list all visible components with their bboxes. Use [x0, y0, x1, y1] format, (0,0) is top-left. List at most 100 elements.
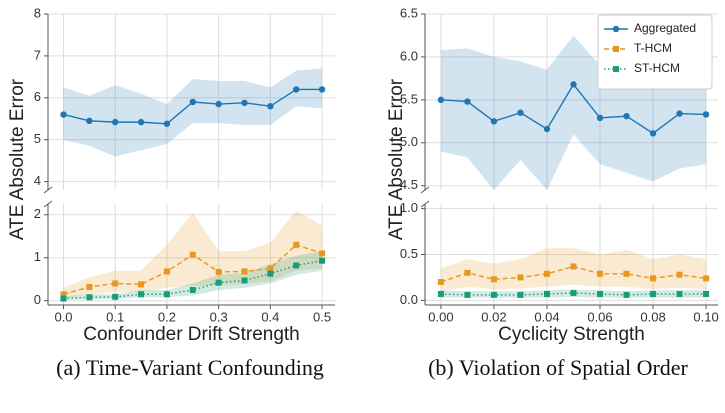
marker — [267, 265, 274, 272]
axis-break — [43, 200, 53, 208]
marker — [490, 118, 498, 125]
x-tick-label: 0.04 — [534, 309, 559, 324]
y-tick-label: 0.5 — [400, 246, 418, 261]
error-band — [440, 248, 707, 292]
marker — [163, 268, 170, 275]
marker — [241, 268, 248, 275]
y-tick-label: 5 — [34, 131, 41, 146]
marker — [189, 286, 196, 293]
y-tick-label: 7 — [34, 47, 41, 62]
y-tick-label: 2 — [34, 206, 41, 221]
marker — [597, 290, 604, 297]
y-axis-label: ATE Absolute Error — [7, 78, 28, 240]
marker — [112, 280, 119, 287]
marker — [597, 270, 604, 277]
axis-break — [420, 186, 430, 194]
legend-label: ST-HCM — [634, 61, 680, 75]
marker — [267, 102, 274, 110]
x-tick-label: 0.10 — [693, 309, 718, 324]
marker — [189, 251, 196, 258]
x-tick-label: 0.0 — [54, 309, 72, 324]
x-axis-label: Cyclicity Strength — [498, 324, 645, 345]
marker — [464, 269, 471, 276]
marker — [60, 291, 67, 298]
y-tick-label: 1.0 — [400, 200, 418, 215]
marker — [543, 270, 550, 277]
marker — [517, 291, 524, 298]
marker — [490, 276, 497, 283]
marker — [267, 270, 274, 277]
marker — [703, 290, 710, 297]
marker — [437, 290, 444, 297]
plot-area — [60, 210, 326, 302]
marker — [112, 118, 119, 126]
marker — [543, 125, 551, 133]
y-tick-label: 0 — [34, 292, 41, 307]
x-tick-label: 0.08 — [640, 309, 665, 324]
marker — [676, 290, 683, 297]
marker — [215, 100, 222, 108]
marker — [86, 117, 93, 125]
marker — [437, 279, 444, 286]
x-tick-label: 0.1 — [106, 309, 124, 324]
y-tick-label: 6.0 — [400, 48, 418, 63]
marker — [623, 291, 630, 298]
x-tick-label: 0.2 — [158, 309, 176, 324]
marker — [293, 86, 300, 93]
x-axis-label: Confounder Drift Strength — [83, 324, 300, 345]
marker — [702, 111, 710, 118]
marker — [60, 111, 67, 118]
legend-marker — [613, 46, 619, 52]
y-tick-label: 4.5 — [400, 177, 418, 192]
marker — [676, 110, 683, 117]
marker — [676, 271, 683, 278]
marker — [650, 290, 657, 297]
caption: (a) Time-Variant Confounding — [56, 355, 324, 380]
marker — [517, 109, 524, 116]
marker — [464, 98, 471, 105]
y-tick-label: 0.0 — [400, 292, 418, 307]
marker — [215, 279, 222, 286]
legend-label: Aggregated — [634, 21, 696, 35]
marker — [464, 291, 471, 298]
chart: 4.5 5.0 5.5 6.0 6.5 0.0 0.5 1.0 0.00 0.02 0.04 0.06… — [386, 5, 719, 380]
legend-box — [597, 14, 713, 90]
marker — [318, 86, 326, 93]
plot-area — [60, 68, 326, 157]
marker — [543, 290, 550, 297]
x-tick-label: 0.02 — [481, 309, 506, 324]
marker — [437, 96, 445, 104]
marker — [490, 291, 497, 298]
marker — [163, 120, 171, 127]
y-tick-label: 5.5 — [400, 91, 418, 106]
y-tick-label: 4 — [34, 173, 41, 188]
marker — [86, 283, 93, 290]
marker — [241, 277, 248, 284]
marker — [137, 118, 145, 126]
marker — [570, 290, 577, 297]
x-tick-label: 0.00 — [428, 309, 453, 324]
marker — [319, 257, 326, 264]
chart: 4 5 6 7 8 0 1 2 0.0 0.1 0.2 0.3 0.4 0.5 Confounder Dri… — [7, 5, 335, 380]
y-tick-label: 6 — [34, 89, 41, 104]
marker — [623, 112, 630, 120]
marker — [215, 268, 222, 275]
marker — [86, 294, 93, 301]
axis-break — [43, 186, 53, 194]
marker — [703, 275, 710, 282]
marker — [623, 270, 630, 277]
y-axis-label: ATE Absolute Error — [386, 78, 407, 240]
marker — [596, 114, 604, 122]
marker — [189, 98, 196, 106]
marker — [649, 130, 657, 137]
x-tick-label: 0.5 — [313, 309, 331, 324]
x-tick-label: 0.4 — [261, 309, 279, 324]
error-band — [63, 68, 323, 157]
y-tick-label: 6.5 — [400, 5, 418, 20]
marker — [60, 295, 67, 302]
marker — [319, 250, 326, 257]
marker — [570, 263, 577, 270]
marker — [517, 274, 524, 281]
plot-area — [437, 248, 710, 298]
